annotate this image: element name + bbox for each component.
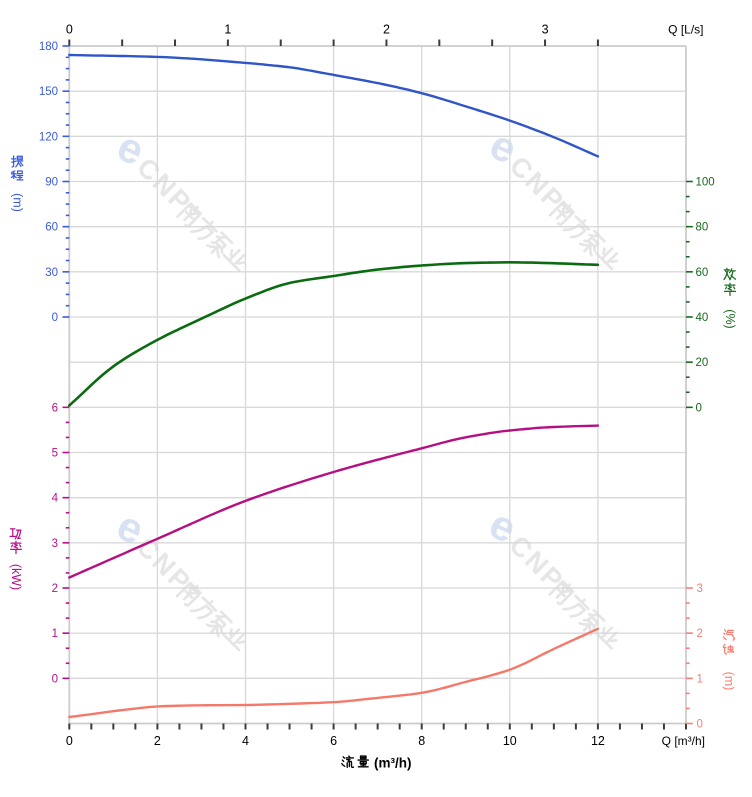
svg-text:3: 3	[697, 583, 703, 595]
svg-text:5: 5	[52, 448, 58, 460]
svg-text:CNP: CNP	[131, 152, 198, 219]
svg-text:0: 0	[52, 312, 58, 324]
svg-text:CNP: CNP	[504, 150, 571, 217]
svg-text:80: 80	[696, 222, 709, 234]
svg-text:(m): (m)	[722, 672, 736, 691]
svg-text:30: 30	[45, 267, 58, 279]
svg-text:2: 2	[383, 23, 390, 37]
svg-text:6: 6	[330, 734, 337, 748]
svg-text:(kW): (kW)	[9, 564, 23, 590]
svg-text:90: 90	[45, 177, 58, 189]
svg-text:1: 1	[697, 673, 703, 685]
svg-text:0: 0	[52, 673, 58, 685]
svg-text:0: 0	[66, 23, 73, 37]
svg-text:6: 6	[52, 402, 58, 414]
svg-text:2: 2	[52, 583, 58, 595]
svg-text:2: 2	[154, 734, 161, 748]
svg-text:20: 20	[696, 357, 709, 369]
svg-text:60: 60	[696, 267, 709, 279]
svg-text:1: 1	[52, 628, 58, 640]
svg-text:Q [m³/h]: Q [m³/h]	[662, 734, 705, 748]
svg-text:2: 2	[697, 628, 703, 640]
svg-text:0: 0	[66, 734, 73, 748]
svg-text:CNP: CNP	[503, 530, 570, 597]
svg-text:12: 12	[591, 734, 605, 748]
svg-text:40: 40	[696, 312, 709, 324]
svg-text:100: 100	[696, 177, 715, 189]
svg-text:Q [L/s]: Q [L/s]	[668, 23, 703, 37]
svg-text:1: 1	[224, 23, 231, 37]
svg-text:(m³/h): (m³/h)	[374, 756, 412, 771]
svg-text:10: 10	[503, 734, 517, 748]
svg-text:150: 150	[39, 86, 58, 98]
svg-text:120: 120	[39, 131, 58, 143]
svg-text:3: 3	[52, 538, 58, 550]
svg-text:4: 4	[52, 493, 59, 505]
svg-text:0: 0	[696, 402, 702, 414]
svg-text:0: 0	[697, 719, 703, 731]
svg-text:8: 8	[418, 734, 425, 748]
svg-text:(m): (m)	[10, 193, 24, 212]
svg-text:3: 3	[542, 23, 549, 37]
svg-text:60: 60	[45, 222, 58, 234]
svg-text:(%): (%)	[723, 309, 737, 328]
svg-text:4: 4	[242, 734, 249, 748]
svg-text:180: 180	[39, 41, 58, 53]
